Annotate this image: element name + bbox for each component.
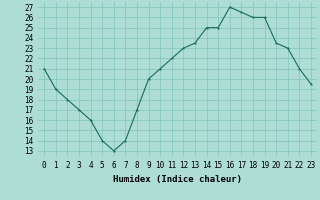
X-axis label: Humidex (Indice chaleur): Humidex (Indice chaleur): [113, 175, 242, 184]
